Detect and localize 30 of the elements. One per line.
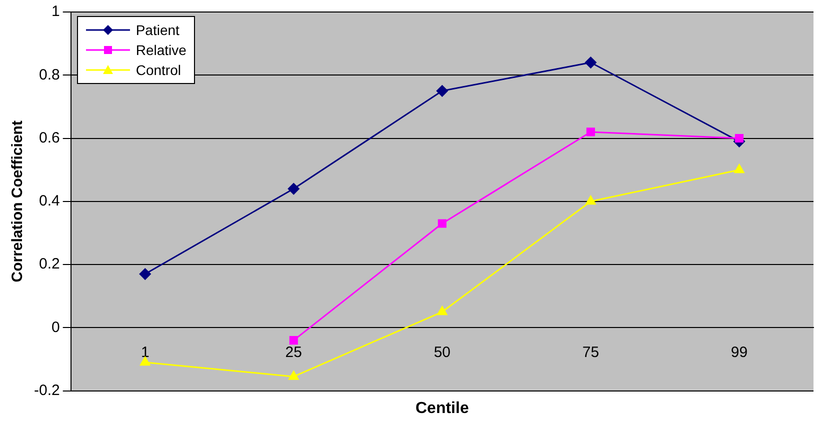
y-axis-title: Correlation Coefficient: [9, 120, 26, 282]
legend-label: Relative: [136, 42, 186, 58]
y-tick-label: 0: [52, 318, 60, 336]
point: [734, 164, 744, 174]
x-tick-label: 25: [285, 344, 302, 361]
legend-label: Control: [136, 62, 181, 78]
point: [734, 134, 744, 143]
point: [586, 196, 596, 205]
legend-label: Patient: [136, 22, 180, 38]
y-tick-label: 1: [52, 3, 60, 20]
x-tick-label: 1: [140, 344, 150, 361]
point: [438, 219, 446, 228]
x-tick-label: 50: [434, 344, 451, 361]
point: [288, 370, 299, 380]
x-tick-label: 75: [582, 344, 600, 361]
point: [584, 56, 596, 68]
point: [140, 356, 150, 366]
point: [289, 336, 298, 345]
y-tick-label: 0.8: [38, 66, 60, 84]
point: [436, 85, 448, 97]
y-tick-label: 0.2: [38, 256, 60, 273]
point: [288, 183, 300, 195]
x-tick-label: 99: [730, 344, 748, 361]
x-axis-title: Centile: [416, 400, 469, 417]
point: [139, 268, 151, 280]
point: [586, 128, 595, 136]
y-tick-label: 0.6: [38, 129, 60, 146]
point: [437, 306, 448, 316]
y-tick-label: 0.4: [38, 192, 60, 210]
y-tick-label: -0.2: [34, 382, 60, 399]
